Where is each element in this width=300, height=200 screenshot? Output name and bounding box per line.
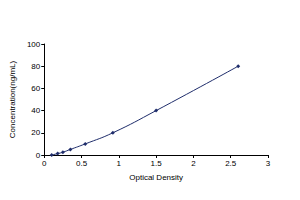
svg-text:80: 80 bbox=[31, 62, 40, 71]
svg-text:Concentration(ng/mL): Concentration(ng/mL) bbox=[8, 60, 17, 138]
svg-text:1.5: 1.5 bbox=[151, 159, 163, 168]
svg-text:0: 0 bbox=[36, 151, 41, 160]
svg-text:100: 100 bbox=[27, 40, 41, 49]
svg-text:60: 60 bbox=[31, 84, 40, 93]
svg-text:3: 3 bbox=[266, 159, 271, 168]
svg-text:40: 40 bbox=[31, 106, 40, 115]
svg-text:20: 20 bbox=[31, 128, 40, 137]
svg-text:2: 2 bbox=[191, 159, 196, 168]
svg-text:2.5: 2.5 bbox=[225, 159, 237, 168]
svg-text:0.5: 0.5 bbox=[76, 159, 88, 168]
svg-text:0: 0 bbox=[42, 159, 47, 168]
svg-text:1: 1 bbox=[117, 159, 122, 168]
svg-text:Optical Density: Optical Density bbox=[129, 173, 183, 182]
